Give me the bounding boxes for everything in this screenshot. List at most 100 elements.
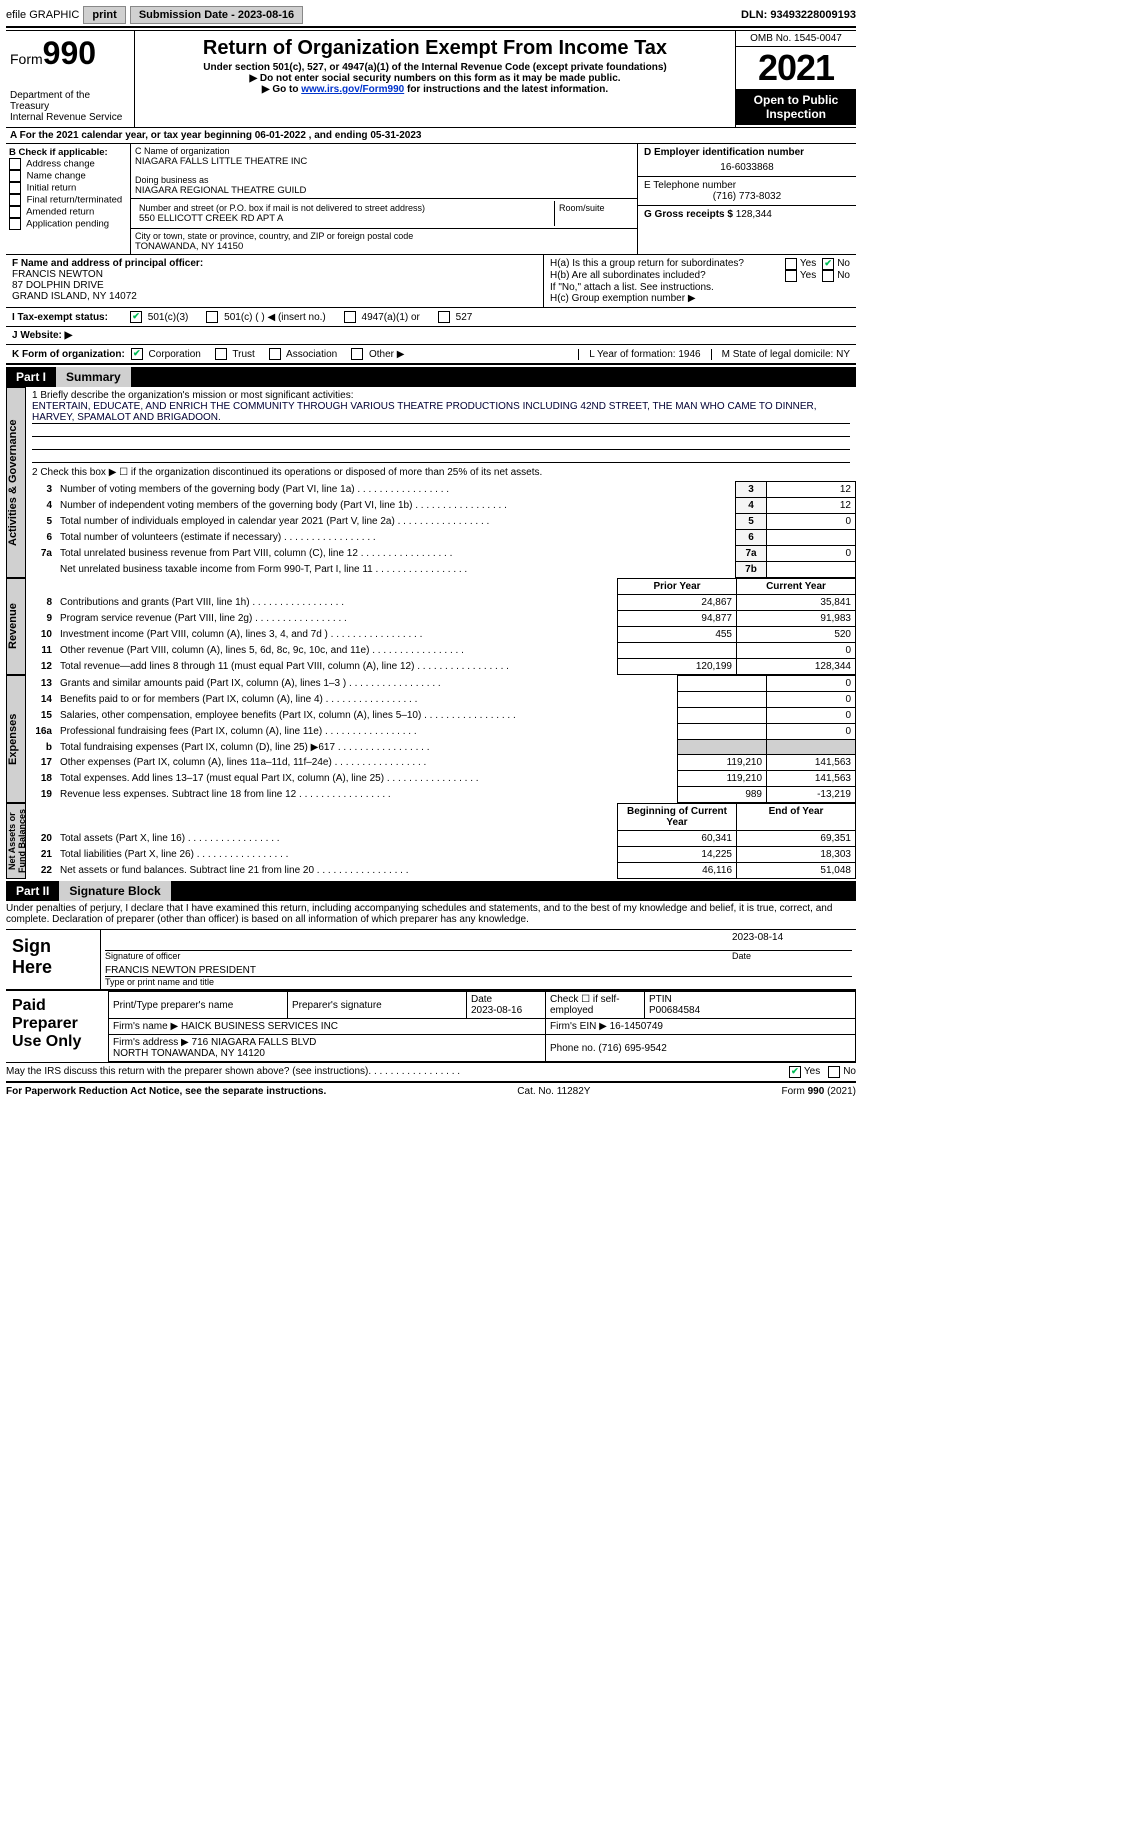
form-org-check[interactable] <box>215 348 227 360</box>
label-nafb: Net Assets or Fund Balances <box>6 803 26 879</box>
hb-yes-check[interactable] <box>785 270 797 282</box>
omb-number: OMB No. 1545-0047 <box>736 31 856 47</box>
form-title: Return of Organization Exempt From Incom… <box>139 37 731 60</box>
ha-no-check[interactable] <box>822 258 834 270</box>
discuss-label: May the IRS discuss this return with the… <box>6 1066 368 1078</box>
checkbox[interactable] <box>9 194 21 206</box>
irs-link[interactable]: www.irs.gov/Form990 <box>301 84 404 95</box>
paid-preparer-label: Paid Preparer Use Only <box>6 991 108 1062</box>
tax-status-check[interactable] <box>438 311 450 323</box>
checkbox[interactable] <box>9 158 21 170</box>
ha-label: H(a) Is this a group return for subordin… <box>550 258 785 270</box>
header-left: Form990 Department of the Treasury Inter… <box>6 31 134 127</box>
part2-num: Part II <box>6 881 59 901</box>
form-header: Form990 Department of the Treasury Inter… <box>6 30 856 128</box>
hb-no-check[interactable] <box>822 270 834 282</box>
row-h: H(a) Is this a group return for subordin… <box>543 255 856 307</box>
org-name: NIAGARA FALLS LITTLE THEATRE INC <box>135 156 633 167</box>
form-org-check[interactable] <box>131 348 143 360</box>
rev-table: Prior YearCurrent Year8Contributions and… <box>26 578 856 675</box>
yes-label-2: Yes <box>800 270 816 282</box>
discuss-no-check[interactable] <box>828 1066 840 1078</box>
firm-ein-label: Firm's EIN ▶ <box>550 1021 607 1032</box>
discuss-yes: Yes <box>804 1066 820 1078</box>
date-label: Date <box>732 951 852 961</box>
tax-status-check[interactable] <box>206 311 218 323</box>
checkbox[interactable] <box>9 206 21 218</box>
form-footer: Form 990 (2021) <box>782 1086 857 1097</box>
no-label-2: No <box>837 270 850 282</box>
sign-here-label: Sign Here <box>6 930 88 989</box>
discuss-no: No <box>843 1066 856 1078</box>
print-button[interactable]: print <box>83 6 125 24</box>
checkbox[interactable] <box>9 218 21 230</box>
tax-year: 2021 <box>736 47 856 89</box>
ha-yes-check[interactable] <box>785 258 797 270</box>
city-value: TONAWANDA, NY 14150 <box>135 241 633 252</box>
firm-phone-value: (716) 695-9542 <box>598 1043 666 1054</box>
checkbox[interactable] <box>9 182 21 194</box>
nafb-table: Beginning of Current YearEnd of Year20To… <box>26 803 856 879</box>
ptin-value: P00684584 <box>649 1005 700 1016</box>
form-footer-num: 990 <box>808 1086 825 1097</box>
no-label: No <box>837 258 850 270</box>
street-label: Number and street (or P.O. box if mail i… <box>139 203 550 213</box>
street-value: 550 ELLICOTT CREEK RD APT A <box>139 213 550 224</box>
label-ag: Activities & Governance <box>6 387 26 578</box>
phone-value: (716) 773-8032 <box>644 191 850 202</box>
officer-sig-line[interactable] <box>105 932 726 951</box>
m-state: M State of legal domicile: NY <box>711 349 850 360</box>
col-c: C Name of organization NIAGARA FALLS LIT… <box>131 144 637 254</box>
self-emp-label: Check ☐ if self-employed <box>546 992 645 1019</box>
room-label: Room/suite <box>559 203 629 213</box>
form-footer-year: 2021 <box>830 1086 852 1097</box>
dept-label: Department of the Treasury Internal Reve… <box>10 90 130 123</box>
i-label: I Tax-exempt status: <box>12 312 130 323</box>
open-to-public: Open to Public Inspection <box>736 89 856 125</box>
tax-status-check[interactable] <box>130 311 142 323</box>
k-label: K Form of organization: <box>12 349 125 360</box>
city-label: City or town, state or province, country… <box>135 231 633 241</box>
row-f: F Name and address of principal officer:… <box>6 255 543 307</box>
prep-date-value: 2023-08-16 <box>471 1005 522 1016</box>
ag-table: 3Number of voting members of the governi… <box>26 481 856 578</box>
form-org-check[interactable] <box>269 348 281 360</box>
part1-content: Activities & Governance 1 Briefly descri… <box>6 387 856 578</box>
row-i: I Tax-exempt status: 501(c)(3) 501(c) ( … <box>6 308 856 327</box>
prep-sig-label: Preparer's signature <box>288 992 467 1019</box>
efile-label: efile GRAPHIC <box>6 9 79 21</box>
dba-label: Doing business as <box>135 175 633 185</box>
part1-header: Part I Summary <box>6 367 856 387</box>
signature-block: Sign Here 2023-08-14 Signature of office… <box>6 929 856 991</box>
submission-date-button[interactable]: Submission Date - 2023-08-16 <box>130 6 303 24</box>
line1-label: 1 Briefly describe the organization's mi… <box>32 390 850 401</box>
org-name-label: C Name of organization <box>135 146 633 156</box>
firm-phone-label: Phone no. <box>550 1043 596 1054</box>
j-label: J Website: ▶ <box>12 330 72 341</box>
form-prefix: Form <box>10 51 43 67</box>
blank-line-2 <box>32 437 850 450</box>
cat-no: Cat. No. 11282Y <box>517 1086 590 1097</box>
row-k: K Form of organization: Corporation Trus… <box>6 345 856 365</box>
hb-label: H(b) Are all subordinates included? <box>550 270 785 282</box>
header-sub1: Under section 501(c), 527, or 4947(a)(1)… <box>139 62 731 73</box>
discuss-yes-check[interactable] <box>789 1066 801 1078</box>
part2-title: Signature Block <box>59 881 170 901</box>
form-org-check[interactable] <box>351 348 363 360</box>
preparer-table: Print/Type preparer's name Preparer's si… <box>108 991 856 1062</box>
prep-date-label: Date <box>471 994 492 1005</box>
col-b: B Check if applicable: Address change Na… <box>6 144 131 254</box>
exp-section: Expenses 13Grants and similar amounts pa… <box>6 675 856 803</box>
tax-status-check[interactable] <box>344 311 356 323</box>
label-rev: Revenue <box>6 578 26 675</box>
type-print-label: Type or print name and title <box>105 977 852 987</box>
label-exp: Expenses <box>6 675 26 803</box>
phone-label: E Telephone number <box>644 180 850 191</box>
hc-label: H(c) Group exemption number ▶ <box>550 293 850 304</box>
officer-addr2: GRAND ISLAND, NY 14072 <box>12 291 537 302</box>
checkbox[interactable] <box>9 170 21 182</box>
form-number: 990 <box>43 35 96 71</box>
header-sub2: ▶ Do not enter social security numbers o… <box>139 73 731 84</box>
prep-name-label: Print/Type preparer's name <box>109 992 288 1019</box>
rev-section: Revenue Prior YearCurrent Year8Contribut… <box>6 578 856 675</box>
